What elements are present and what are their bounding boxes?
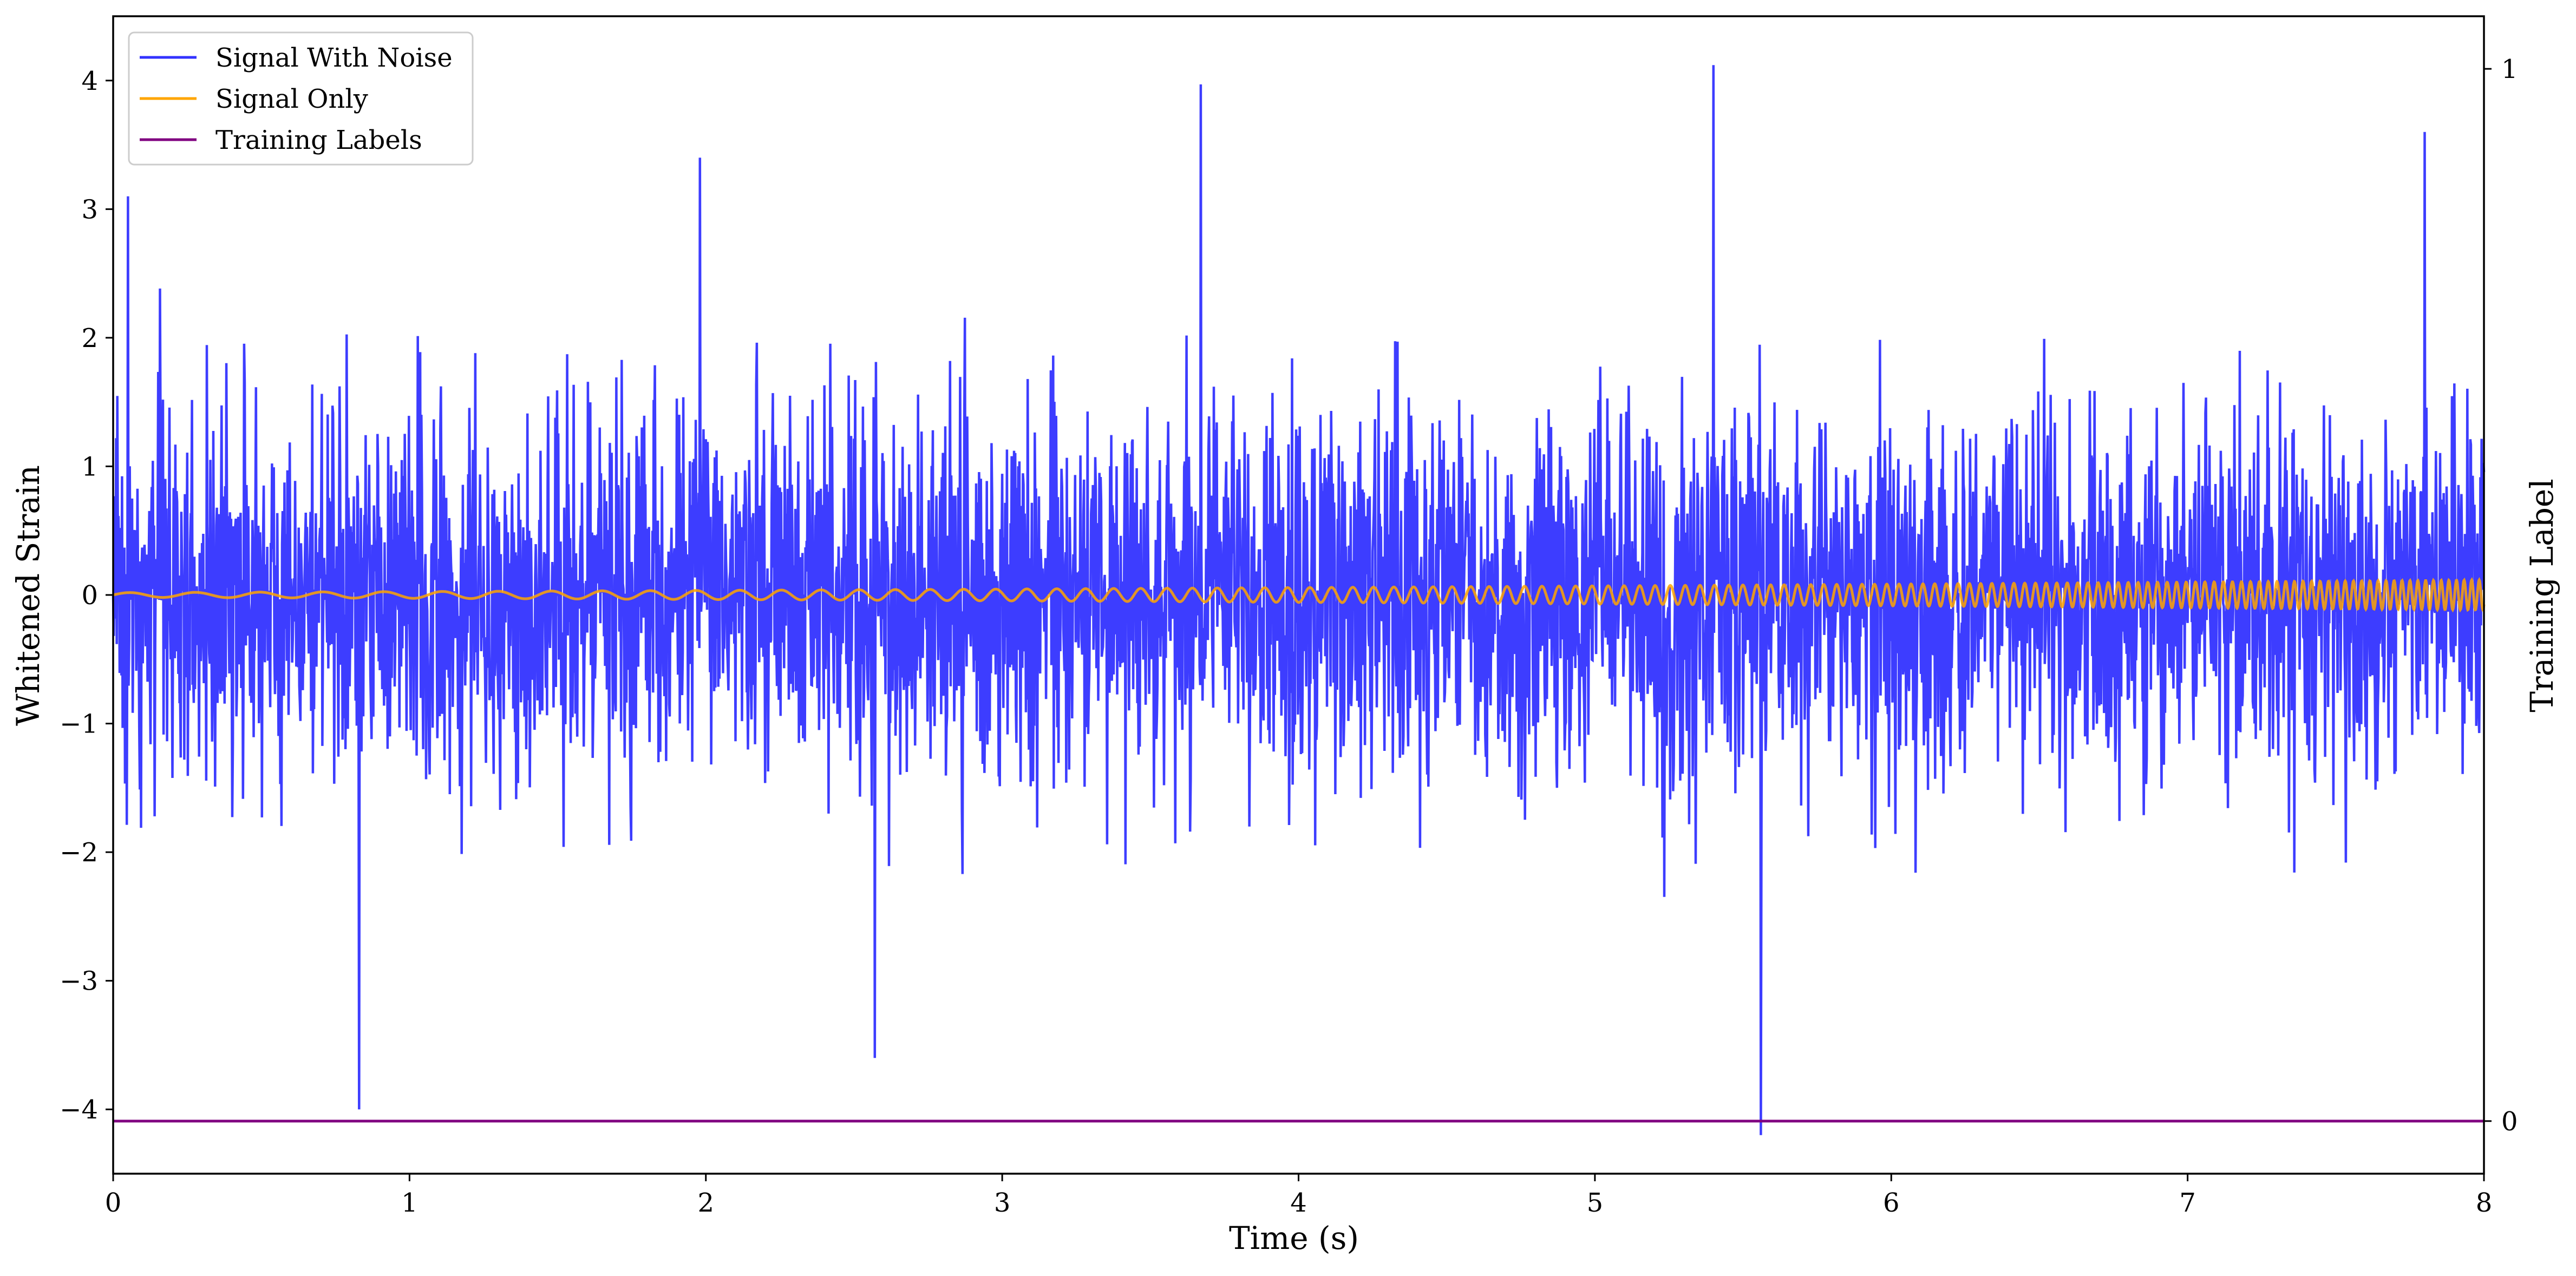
legend-label: Signal Only: [215, 84, 368, 114]
y-tick-label: −2: [60, 837, 98, 868]
x-tick-label: 5: [1587, 1188, 1604, 1218]
y-tick-label: −1: [60, 709, 98, 740]
x-tick-label: 3: [994, 1188, 1011, 1218]
x-tick-label: 1: [401, 1188, 418, 1218]
x-axis-title: Time (s): [1229, 1220, 1359, 1257]
x-tick-label: 6: [1883, 1188, 1900, 1218]
signal-with-noise-line: [112, 65, 2486, 1135]
x-tick-label: 4: [1290, 1188, 1307, 1218]
y-axis-title: Whitened Strain: [10, 465, 47, 726]
y-tick-label: −4: [60, 1095, 98, 1125]
ticks-layer: 0 1 2 3 4 5 6 7 8 −4 −3 −2 −1 0 1 2 3 4 0 1: [60, 54, 2518, 1218]
y-tick-label: −3: [60, 966, 98, 997]
signal-with-noise-layer: [112, 65, 2486, 1135]
legend-label: Signal With Noise: [215, 43, 453, 73]
y-tick-label: 2: [81, 323, 98, 354]
y-tick-label: 3: [81, 194, 98, 225]
signal-only-line: [113, 577, 2486, 613]
legend-box: [128, 31, 474, 166]
y2-axis-title: Training Label: [2523, 479, 2560, 712]
x-tick-label: 7: [2179, 1188, 2196, 1218]
x-tick-label: 2: [697, 1188, 714, 1218]
y-tick-label: 0: [81, 580, 98, 611]
y-tick-label: 1: [81, 451, 98, 482]
y-tick-label: 4: [81, 66, 98, 96]
y2-tick-label: 0: [2501, 1107, 2518, 1137]
legend: Signal With Noise Signal Only Training Lab…: [128, 31, 474, 166]
y2-tick-label: 1: [2501, 54, 2518, 84]
legend-label: Training Labels: [215, 125, 422, 155]
x-tick-label: 0: [105, 1188, 122, 1218]
signal-only-layer: [113, 577, 2486, 613]
x-tick-label: 8: [2476, 1188, 2493, 1218]
